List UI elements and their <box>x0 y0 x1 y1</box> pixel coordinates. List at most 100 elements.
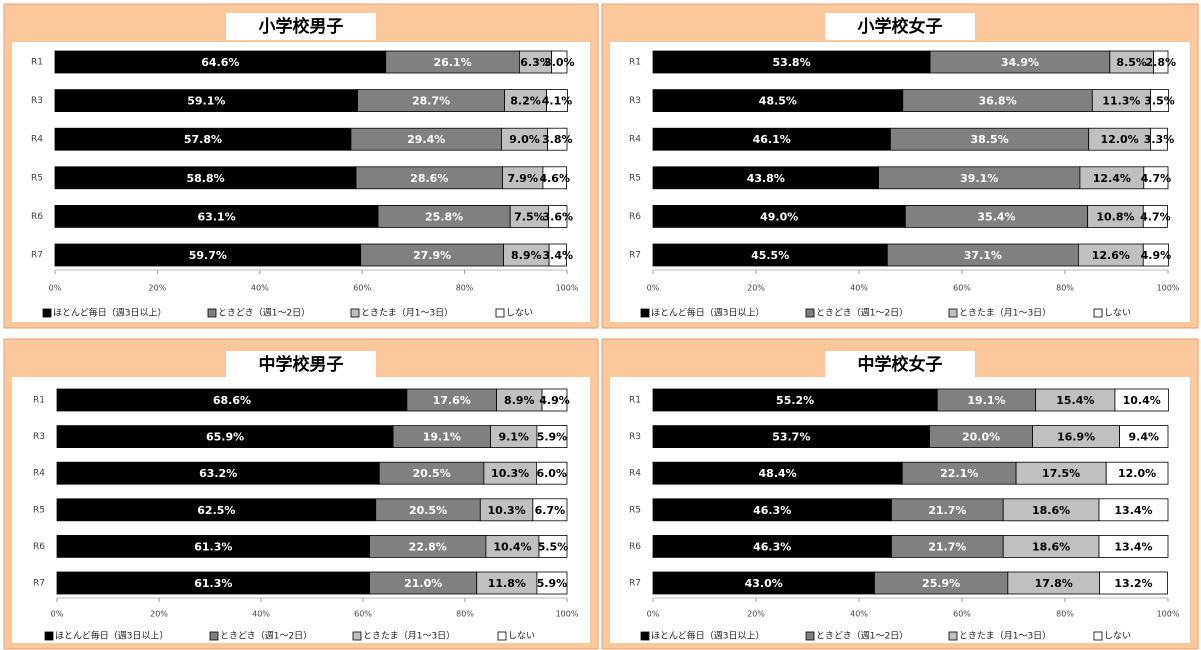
bar-segment <box>1142 243 1169 267</box>
bar-segment <box>532 498 568 522</box>
value-label: 48.4% <box>759 467 797 480</box>
legend-swatch <box>495 308 505 318</box>
value-label: 26.1% <box>433 56 471 69</box>
value-label: 28.6% <box>410 172 448 185</box>
legend-label: ほとんど毎日（週3日以上） <box>55 630 168 642</box>
x-tick-label: 0% <box>647 610 660 619</box>
bar-segment <box>547 127 568 151</box>
value-label: 62.5% <box>197 504 235 517</box>
category-label: R1 <box>629 58 641 68</box>
category-label: R1 <box>33 396 45 406</box>
value-label: 7.5% <box>514 210 545 223</box>
value-label: 2.8% <box>1146 56 1177 69</box>
value-label: 49.0% <box>760 210 798 223</box>
value-label: 7.9% <box>507 172 538 185</box>
x-tick-label: 20% <box>747 610 765 619</box>
category-label: R3 <box>33 432 45 442</box>
chart-title: 中学校女子 <box>858 354 943 375</box>
category-label: R3 <box>629 96 641 106</box>
value-label: 9.1% <box>498 431 529 444</box>
legend-swatch <box>805 308 815 318</box>
bar-segment <box>536 425 568 449</box>
value-label: 3.0% <box>544 56 575 69</box>
x-tick-label: 80% <box>456 610 474 619</box>
x-tick-label: 40% <box>850 610 868 619</box>
value-label: 58.8% <box>186 172 224 185</box>
x-tick-label: 40% <box>252 610 270 619</box>
bar-segment <box>1150 127 1168 151</box>
title-box <box>226 13 376 40</box>
value-label: 68.6% <box>213 394 251 407</box>
value-label: 59.7% <box>189 249 227 262</box>
value-label: 6.0% <box>536 467 567 480</box>
value-label: 19.1% <box>967 394 1005 407</box>
bar-segment <box>1098 535 1169 558</box>
bar-segment <box>548 204 568 228</box>
value-label: 11.3% <box>1102 95 1140 108</box>
x-tick-label: 80% <box>456 284 474 293</box>
legend-label: ときたま（月1～3日） <box>959 631 1051 642</box>
value-label: 4.9% <box>1141 249 1172 262</box>
value-label: 8.9% <box>504 394 535 407</box>
value-label: 10.3% <box>491 467 529 480</box>
value-label: 4.7% <box>1141 172 1172 185</box>
legend-label: ときたま（月1～3日） <box>361 308 453 319</box>
chart-title: 中学校男子 <box>259 354 344 375</box>
value-label: 13.4% <box>1114 504 1152 517</box>
value-label: 53.7% <box>772 431 810 444</box>
value-label: 61.3% <box>194 577 232 590</box>
category-label: R5 <box>33 505 45 515</box>
x-tick-label: 100% <box>1157 610 1180 619</box>
bar-segment <box>538 535 568 558</box>
x-tick-label: 100% <box>1157 284 1180 293</box>
bar-segment <box>1150 89 1169 112</box>
bar-segment <box>1143 166 1169 190</box>
bar-segment <box>1153 50 1169 74</box>
value-label: 12.0% <box>1101 133 1139 146</box>
value-label: 6.7% <box>535 504 566 517</box>
value-label: 48.5% <box>759 95 797 108</box>
value-label: 13.2% <box>1114 577 1152 590</box>
value-label: 43.8% <box>747 172 785 185</box>
value-label: 63.2% <box>199 467 237 480</box>
value-label: 8.9% <box>511 249 542 262</box>
bar-segment <box>536 571 568 595</box>
bar-segment <box>548 243 567 267</box>
value-label: 34.9% <box>1001 56 1039 69</box>
value-label: 20.5% <box>413 467 451 480</box>
category-label: R6 <box>629 212 641 222</box>
legend-swatch <box>209 631 219 641</box>
value-label: 46.3% <box>753 504 791 517</box>
value-label: 63.1% <box>197 210 235 223</box>
value-label: 3.3% <box>1144 133 1175 146</box>
category-label: R6 <box>33 542 45 552</box>
value-label: 46.3% <box>753 540 791 553</box>
bar-segment <box>1114 388 1169 412</box>
value-label: 27.9% <box>413 249 451 262</box>
value-label: 39.1% <box>960 172 998 185</box>
value-label: 61.3% <box>194 540 232 553</box>
category-label: R5 <box>629 173 641 183</box>
category-label: R7 <box>31 251 43 261</box>
value-label: 8.5% <box>1116 56 1147 69</box>
value-label: 9.4% <box>1129 431 1160 444</box>
category-label: R3 <box>31 96 43 106</box>
bar-segment <box>1142 204 1168 228</box>
value-label: 38.5% <box>970 133 1008 146</box>
value-label: 13.4% <box>1114 540 1152 553</box>
category-label: R7 <box>629 579 641 589</box>
value-label: 43.0% <box>745 577 783 590</box>
bar-segment <box>541 388 568 412</box>
x-tick-label: 80% <box>1056 284 1074 293</box>
legend-swatch <box>350 308 360 318</box>
value-label: 21.7% <box>928 504 966 517</box>
legend-label: ほとんど毎日（週3日以上） <box>651 307 764 319</box>
category-label: R3 <box>629 432 641 442</box>
bar-segment <box>1099 571 1168 595</box>
legend-label: ときどき（週1～2日） <box>218 308 310 319</box>
value-label: 57.8% <box>184 133 222 146</box>
legend-swatch <box>497 631 507 641</box>
value-label: 4.7% <box>1140 210 1171 223</box>
value-label: 6.3% <box>520 56 551 69</box>
